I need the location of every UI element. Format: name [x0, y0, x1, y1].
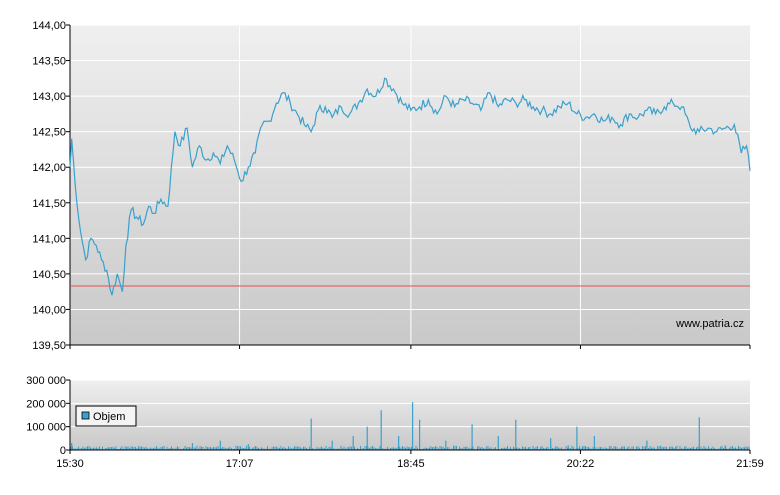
- price-ytick-label: 144,00: [32, 20, 66, 32]
- volume-panel: 300 000 200 000 100 000 015:30 17:07 18:45 20:…: [26, 375, 764, 470]
- xtick-label: 15:30: [56, 458, 84, 470]
- price-ytick-label: 141,00: [32, 233, 66, 245]
- price-ytick-label: 141,50: [32, 198, 66, 210]
- price-ytick-label: 142,50: [32, 127, 66, 139]
- legend-swatch: [81, 411, 90, 420]
- volume-legend: Objem: [75, 405, 137, 427]
- volume-plot-area: [70, 380, 750, 450]
- price-ytick-label: 139,50: [32, 340, 66, 352]
- volume-ytick-label: 300 000: [26, 375, 66, 387]
- watermark: www.patria.cz: [675, 318, 744, 330]
- price-ytick-label: 140,00: [32, 304, 66, 316]
- xtick-label: 21:59: [736, 458, 764, 470]
- price-plot-area: [70, 25, 750, 345]
- price-line: [69, 77, 751, 296]
- legend-label: Objem: [93, 411, 125, 423]
- xtick-label: 18:45: [397, 458, 425, 470]
- volume-ytick-label: 0: [60, 445, 66, 457]
- volume-ytick-label: 100 000: [26, 422, 66, 434]
- price-panel: 144,00 143,50 143,00 142,50 142,00 141,50 141,…: [32, 20, 751, 352]
- xtick-label: 17:07: [226, 458, 254, 470]
- price-ytick-label: 140,50: [32, 269, 66, 281]
- price-ytick-label: 143,50: [32, 56, 66, 68]
- price-ytick-label: 142,00: [32, 162, 66, 174]
- volume-ytick-label: 200 000: [26, 398, 66, 410]
- legend-box: [75, 405, 137, 427]
- price-ytick-label: 143,00: [32, 91, 66, 103]
- xtick-label: 20:22: [567, 458, 595, 470]
